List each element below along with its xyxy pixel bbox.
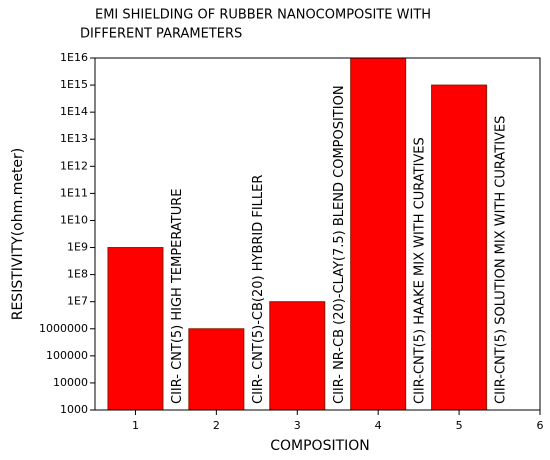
x-tick-label: 4	[375, 419, 382, 432]
y-tick-label: 1E10	[60, 213, 88, 226]
y-tick-label: 1E11	[60, 186, 88, 199]
bar-annotation: CIIR- NR-CB (20)-CLAY(7.5) BLEND COMPOSI…	[332, 85, 347, 404]
y-tick-label: 1E15	[60, 78, 88, 91]
bar	[269, 301, 326, 411]
bar	[350, 57, 407, 411]
plot-frame	[94, 57, 541, 411]
y-tick-label: 1000	[60, 403, 88, 416]
y-tick-label: 1E7	[67, 295, 88, 308]
y-tick-label: 1E8	[67, 268, 88, 281]
y-axis-label: RESISTIVITY(ohm.meter)	[10, 148, 26, 321]
x-tick-label: 5	[456, 419, 463, 432]
y-tick-label: 1E12	[60, 159, 88, 172]
bar-annotation: CIIR-CNT(5) HAAKE MIX WITH CURATIVES	[413, 137, 428, 404]
x-tick-label: 1	[132, 419, 139, 432]
x-tick-label: 2	[213, 419, 220, 432]
y-tick-label: 1000000	[39, 322, 88, 335]
y-tick-label: 100000	[46, 349, 88, 362]
bar-annotation: CIIR-CNT(5) SOLUTION MIX WITH CURATIVES	[494, 116, 509, 404]
y-tick-label: 1E9	[67, 241, 88, 254]
bar	[107, 247, 164, 411]
y-tick-label: 1E13	[60, 132, 88, 145]
y-tick-label: 1E16	[60, 51, 88, 64]
y-tick-label: 10000	[53, 376, 88, 389]
x-tick-label: 6	[537, 419, 544, 432]
bar	[188, 328, 245, 411]
x-axis-label: COMPOSITION	[270, 438, 370, 454]
bar-annotation: CIIR- CNT(5)-CB(20) HYBRID FILLER	[251, 175, 266, 404]
y-tick-label: 1E14	[60, 105, 88, 118]
bar-annotation: CIIR- CNT(5) HIGH TEMPERATURE	[170, 189, 185, 404]
bar	[431, 84, 488, 411]
chart-title: DIFFERENT PARAMETERS	[80, 27, 242, 42]
x-tick-label: 3	[294, 419, 301, 432]
chart-title: EMI SHIELDING OF RUBBER NANOCOMPOSITE WI…	[95, 8, 431, 23]
